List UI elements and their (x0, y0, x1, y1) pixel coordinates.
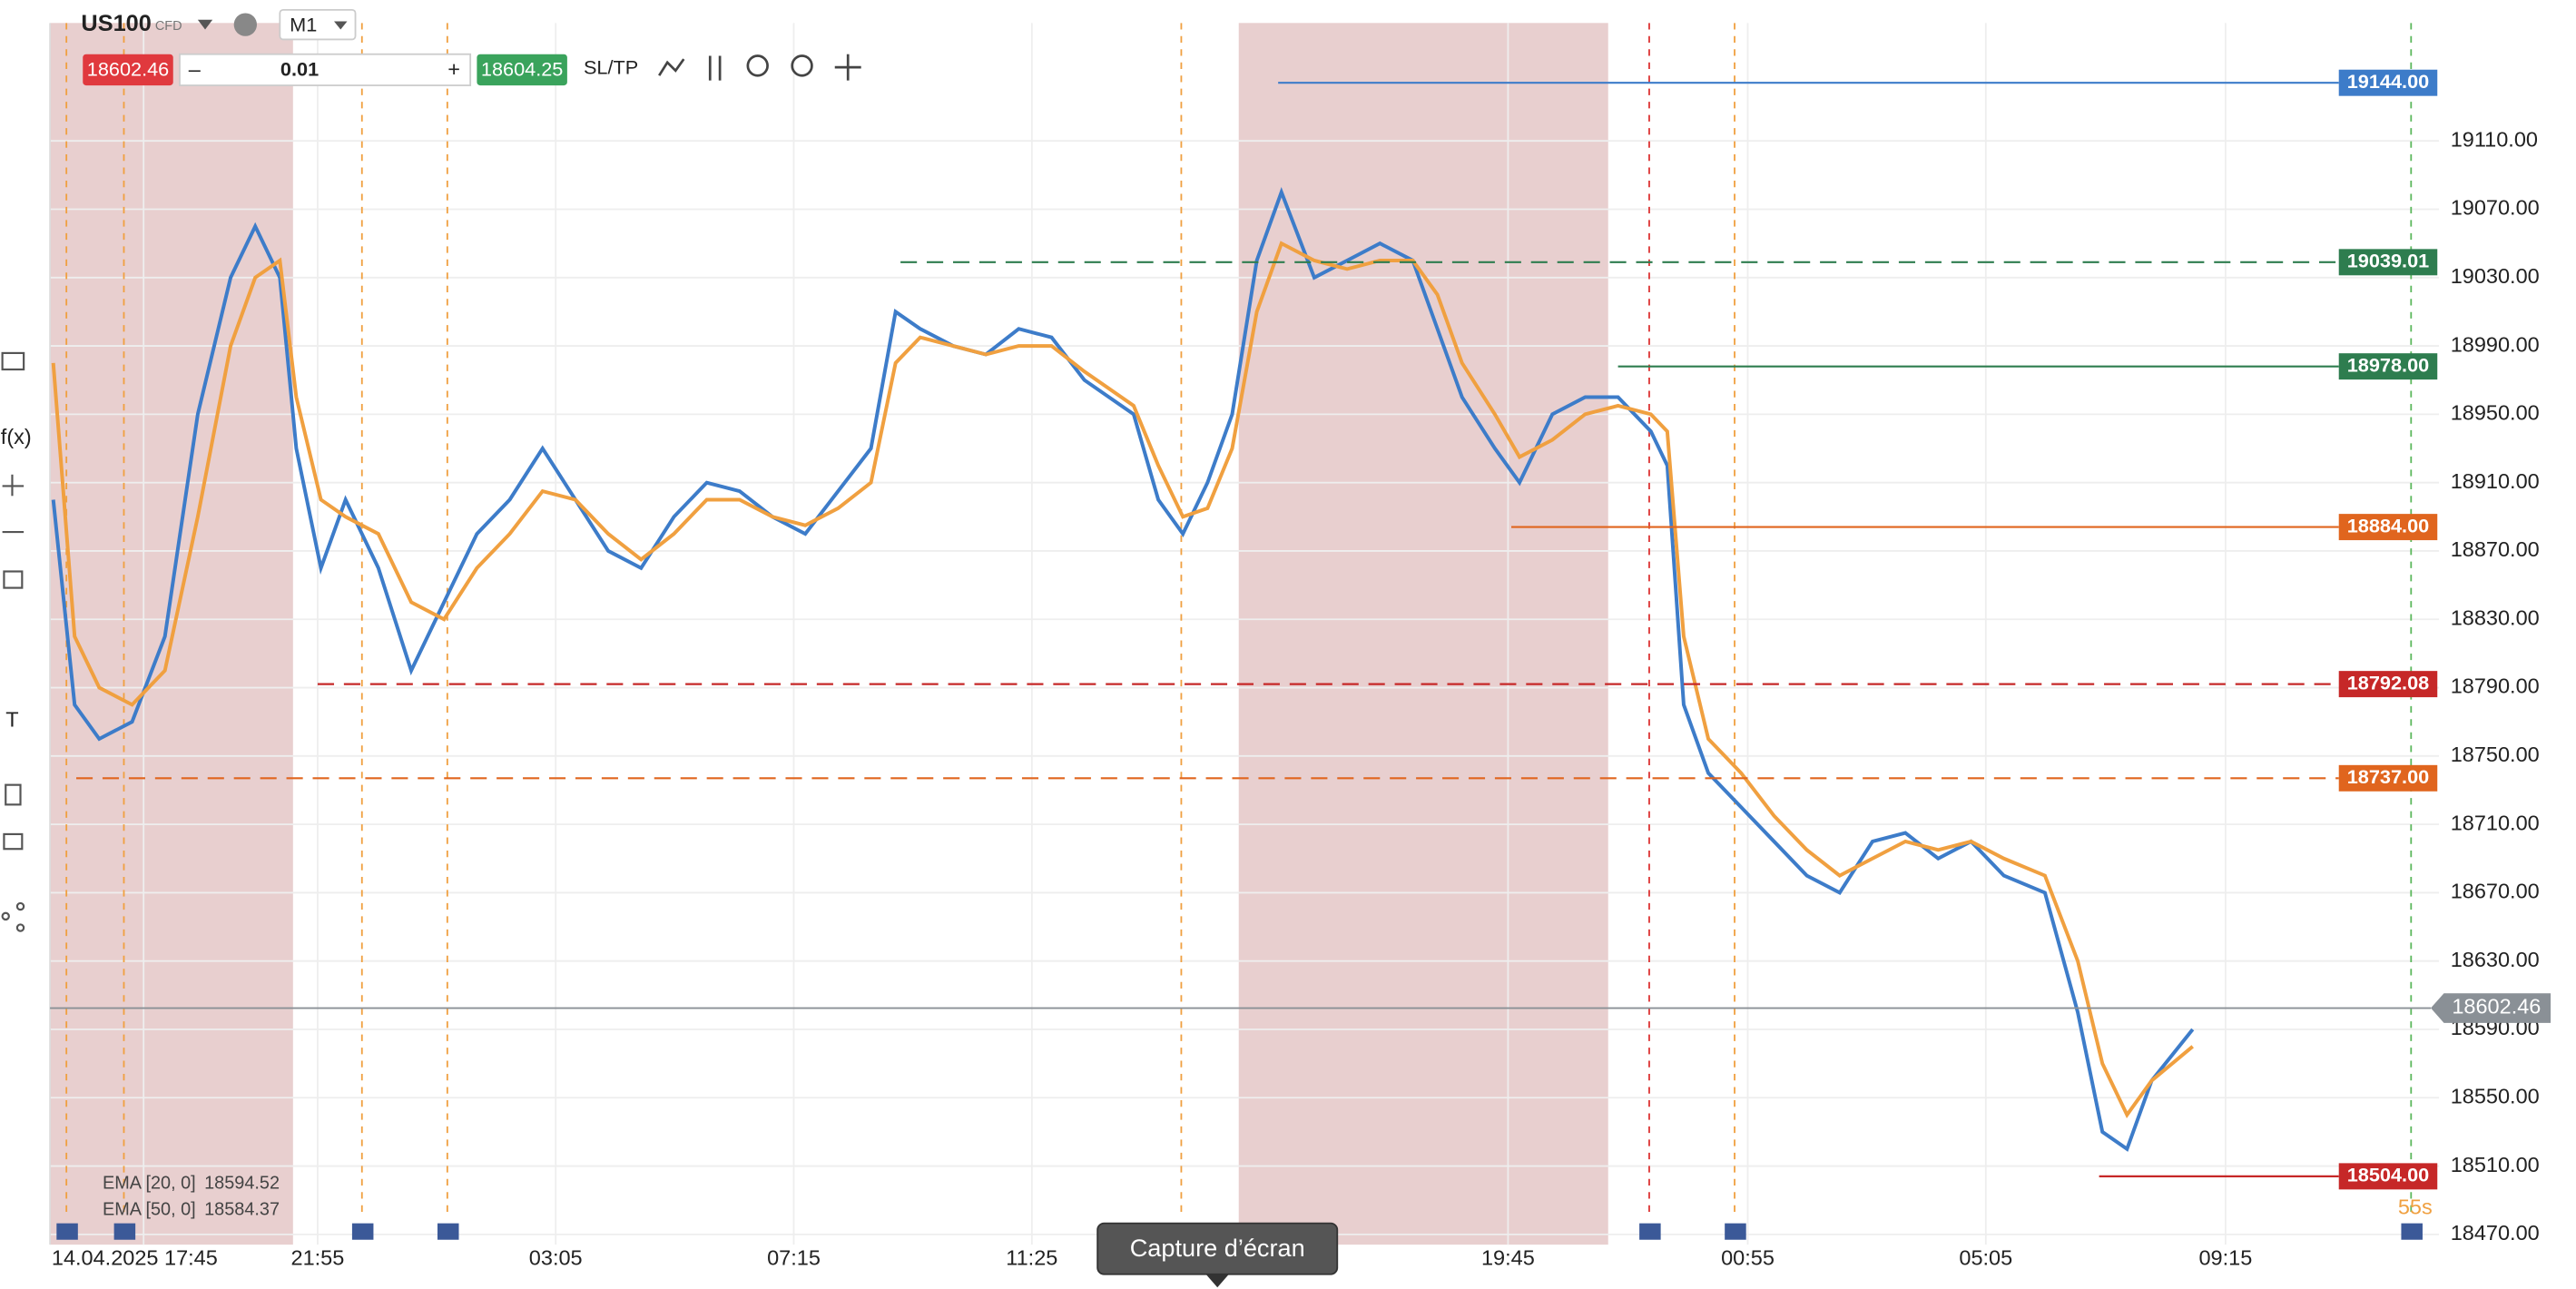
volume-box (179, 53, 472, 86)
x-tick-label: 09:15 (2198, 1246, 2252, 1270)
level-label: 18504.00 (2347, 1164, 2429, 1186)
event-flag (1639, 1223, 1661, 1240)
legend-name: EMA [20, 0] (103, 1173, 196, 1193)
tooltip-text: Capture d’écran (1130, 1234, 1305, 1262)
event-flag (56, 1223, 78, 1240)
tool-icon[interactable] (5, 783, 22, 806)
level-label: 18978.00 (2347, 353, 2429, 376)
tool-text[interactable]: T (5, 707, 18, 731)
x-tick-label: 19:45 (1481, 1246, 1535, 1270)
level-tag (2338, 514, 2438, 541)
level-tag (2338, 1163, 2438, 1190)
session-shade (1238, 23, 1608, 1245)
current-price-tag (2431, 993, 2551, 1023)
legend-value: 18594.52 (204, 1173, 280, 1193)
zoom-out-icon[interactable] (746, 54, 769, 77)
event-flag (437, 1223, 459, 1240)
event-flag (351, 1223, 374, 1240)
tool-icon[interactable] (3, 832, 24, 851)
tooltip: Capture d’écran (1096, 1222, 1339, 1288)
x-tick-label: 14.04.2025 17:45 (52, 1246, 218, 1270)
countdown: 55s (2398, 1196, 2433, 1219)
buy-button[interactable] (477, 54, 567, 86)
zoom-in-icon[interactable] (791, 54, 813, 77)
y-tick-label: 18950.00 (2451, 401, 2540, 425)
level-label: 18792.08 (2347, 671, 2429, 694)
legend-name: EMA [50, 0] (103, 1199, 196, 1219)
chart-tools (708, 54, 861, 81)
y-tick-label: 18550.00 (2451, 1084, 2540, 1107)
tool-icon[interactable] (1, 911, 10, 921)
event-flag (2401, 1223, 2423, 1240)
y-tick-label: 18790.00 (2451, 674, 2540, 698)
series-line (51, 241, 2194, 1118)
minus-button[interactable]: – (189, 57, 202, 81)
tool-icon[interactable] (15, 901, 25, 911)
timeframe-select[interactable] (279, 8, 357, 41)
y-tick-label: 18990.00 (2451, 332, 2540, 356)
y-tick-label: 18710.00 (2451, 811, 2540, 834)
tool-fx[interactable]: f(x) (1, 425, 32, 448)
level-label: 18737.00 (2347, 765, 2429, 788)
plus-button[interactable]: + (447, 57, 460, 81)
tooltip-arrow (1205, 1274, 1229, 1288)
level-tag (2338, 353, 2438, 380)
y-tick-label: 19070.00 (2451, 196, 2540, 220)
line-chart-icon[interactable] (658, 58, 685, 76)
x-tick-label: 21:55 (291, 1246, 345, 1270)
y-tick-label: 18510.00 (2451, 1153, 2540, 1176)
x-tick-label: 11:25 (1006, 1246, 1057, 1270)
sell-price: 18602.46 (87, 58, 169, 81)
y-tick-label: 18670.00 (2451, 880, 2540, 903)
buy-price: 18604.25 (481, 58, 563, 81)
y-tick-label: 18910.00 (2451, 469, 2540, 493)
dropdown-arrow[interactable] (197, 19, 213, 30)
x-tick-label: 07:15 (767, 1246, 821, 1270)
sltp-button[interactable]: SL/TP (584, 56, 638, 79)
level-tag (2338, 249, 2438, 276)
y-tick-label: 19110.00 (2451, 127, 2538, 151)
y-tick-label: 18630.00 (2451, 948, 2540, 971)
tool-icon[interactable] (1, 351, 25, 371)
y-tick-label: 19030.00 (2451, 264, 2540, 288)
legend-value: 18584.37 (204, 1199, 280, 1219)
y-tick-label: 18870.00 (2451, 537, 2540, 561)
series-line (51, 186, 2195, 1152)
plot-area: 14.04.2025 17:45 21:55 03:05 07:15 11:25 19:4… (49, 23, 2551, 1270)
symbol-kind: CFD (155, 19, 182, 34)
y-tick-label: 18750.00 (2451, 743, 2540, 766)
sell-button[interactable] (83, 54, 173, 86)
y-tick-label: 18470.00 (2451, 1221, 2540, 1245)
level-tag (2338, 671, 2438, 698)
dropdown-arrow (334, 21, 348, 30)
current-price-label: 18602.46 (2452, 995, 2541, 1018)
y-tick-label: 18830.00 (2451, 605, 2540, 629)
x-tick-label: 00:55 (1721, 1246, 1775, 1270)
level-tag (2338, 764, 2438, 792)
top-toolbar: US100 CFD M1 18602.46 – 0.01 + 18604.25 … (81, 8, 861, 86)
x-tick-label: 05:05 (1959, 1246, 2012, 1270)
level-tag (2338, 69, 2438, 96)
event-flag (113, 1223, 136, 1240)
left-toolbar (1, 351, 25, 932)
info-icon[interactable] (233, 13, 257, 36)
timeframe: M1 (290, 14, 317, 36)
event-flag (1725, 1223, 1746, 1240)
tool-icon[interactable] (15, 923, 25, 932)
tool-icon[interactable] (3, 570, 24, 589)
x-tick-label: 03:05 (529, 1246, 583, 1270)
level-label: 19144.00 (2347, 70, 2429, 93)
volume[interactable]: 0.01 (280, 58, 319, 81)
symbol[interactable]: US100 (81, 11, 151, 36)
level-label: 18884.00 (2347, 514, 2429, 536)
level-label: 19039.01 (2347, 250, 2429, 272)
